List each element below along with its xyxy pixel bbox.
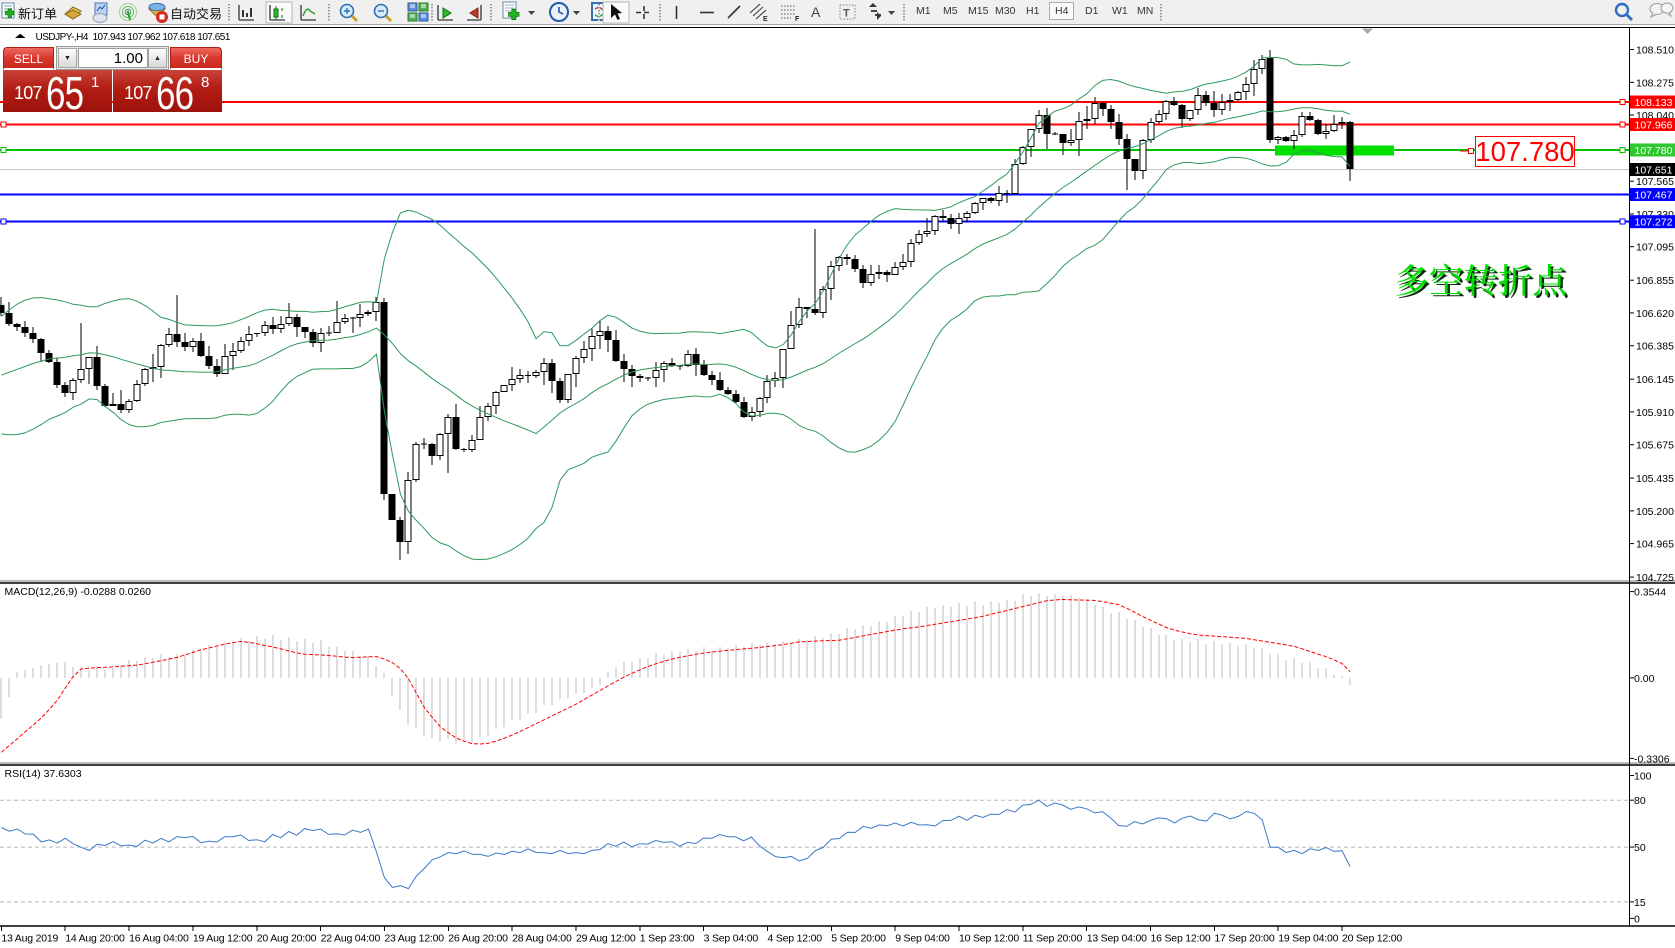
svg-text:108.510: 108.510 (1636, 45, 1674, 57)
svg-text:3 Sep 04:00: 3 Sep 04:00 (704, 933, 759, 945)
svg-text:107.272: 107.272 (1635, 217, 1673, 229)
svg-text:0.00: 0.00 (1634, 673, 1655, 685)
svg-text:107.467: 107.467 (1635, 190, 1673, 202)
svg-text:19 Sep 04:00: 19 Sep 04:00 (1278, 933, 1338, 945)
svg-text:-0.3306: -0.3306 (1634, 753, 1670, 765)
svg-text:F: F (795, 16, 800, 23)
svg-text:28 Aug 04:00: 28 Aug 04:00 (512, 933, 572, 945)
svg-text:17 Sep 20:00: 17 Sep 20:00 (1214, 933, 1274, 945)
svg-text:E: E (763, 16, 768, 23)
svg-text:106.620: 106.620 (1636, 308, 1674, 320)
svg-text:106.855: 106.855 (1636, 275, 1674, 287)
svg-text:106.145: 106.145 (1636, 374, 1674, 386)
svg-text:16 Aug 04:00: 16 Aug 04:00 (129, 933, 189, 945)
svg-text:16 Sep 12:00: 16 Sep 12:00 (1151, 933, 1211, 945)
svg-text:50: 50 (1634, 842, 1646, 854)
svg-text:14 Aug 20:00: 14 Aug 20:00 (65, 933, 125, 945)
svg-text:13 Sep 04:00: 13 Sep 04:00 (1087, 933, 1147, 945)
svg-text:0.3544: 0.3544 (1634, 587, 1666, 599)
svg-text:T: T (843, 8, 850, 20)
svg-text:106.385: 106.385 (1636, 341, 1674, 353)
svg-text:USDJPY-,H4 107.943 107.962 10: USDJPY-,H4 107.943 107.962 107.618 107.6… (36, 32, 231, 43)
svg-text:26 Aug 20:00: 26 Aug 20:00 (448, 933, 508, 945)
svg-text:9 Sep 04:00: 9 Sep 04:00 (895, 933, 950, 945)
svg-text:108.275: 108.275 (1636, 77, 1674, 89)
svg-text:10 Sep 12:00: 10 Sep 12:00 (959, 933, 1019, 945)
svg-text:107.651: 107.651 (1635, 165, 1673, 177)
svg-text:108.133: 108.133 (1635, 97, 1673, 109)
svg-text:107.095: 107.095 (1636, 242, 1674, 254)
svg-text:19 Aug 12:00: 19 Aug 12:00 (193, 933, 253, 945)
svg-text:80: 80 (1634, 795, 1646, 807)
svg-text:0: 0 (1634, 913, 1640, 925)
svg-text:5 Sep 20:00: 5 Sep 20:00 (831, 933, 886, 945)
svg-text:20 Aug 20:00: 20 Aug 20:00 (257, 933, 317, 945)
svg-text:107.780: 107.780 (1475, 136, 1574, 167)
svg-text:MACD(12,26,9) -0.0288 0.0260: MACD(12,26,9) -0.0288 0.0260 (5, 586, 152, 598)
svg-text:105.435: 105.435 (1636, 473, 1674, 485)
svg-text:15: 15 (1634, 897, 1646, 909)
svg-text:22 Aug 04:00: 22 Aug 04:00 (321, 933, 381, 945)
svg-text:11 Sep 20:00: 11 Sep 20:00 (1023, 933, 1083, 945)
svg-text:1 Sep 23:00: 1 Sep 23:00 (640, 933, 695, 945)
svg-text:29 Aug 12:00: 29 Aug 12:00 (576, 933, 636, 945)
svg-text:104.725: 104.725 (1636, 572, 1674, 584)
svg-text:23 Aug 12:00: 23 Aug 12:00 (384, 933, 444, 945)
svg-text:A: A (811, 4, 821, 20)
svg-text:20 Sep 12:00: 20 Sep 12:00 (1342, 933, 1402, 945)
svg-text:13 Aug 2019: 13 Aug 2019 (1, 933, 58, 945)
svg-text:100: 100 (1634, 771, 1652, 783)
svg-text:RSI(14) 37.6303: RSI(14) 37.6303 (5, 768, 82, 780)
svg-text:104.965: 104.965 (1636, 539, 1674, 551)
svg-text:107.565: 107.565 (1636, 176, 1674, 188)
svg-text:4 Sep 12:00: 4 Sep 12:00 (768, 933, 823, 945)
svg-text:105.910: 105.910 (1636, 407, 1674, 419)
svg-text:107.966: 107.966 (1635, 120, 1673, 132)
svg-text:107.780: 107.780 (1635, 145, 1673, 157)
svg-text:105.675: 105.675 (1636, 440, 1674, 452)
svg-text:105.200: 105.200 (1636, 506, 1674, 518)
